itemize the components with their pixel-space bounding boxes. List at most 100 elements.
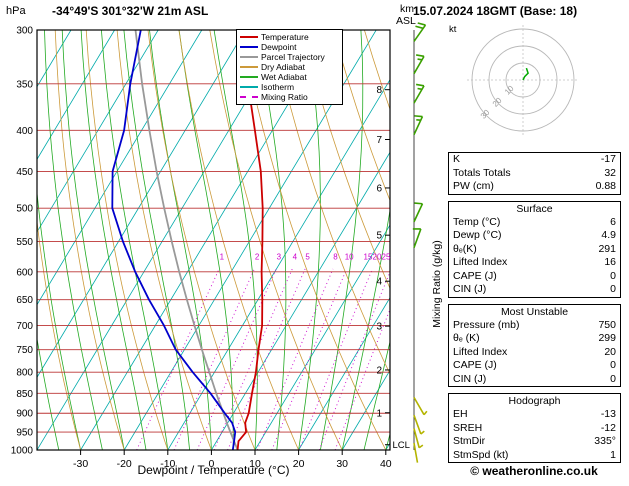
barb-half	[418, 444, 424, 449]
wind-barbs	[412, 22, 428, 463]
barb-staff	[413, 414, 422, 435]
temp-tick-label: 30	[336, 458, 348, 470]
parcel-trajectory-curve	[134, 30, 239, 450]
stats-row: Temp (°C) 6	[449, 216, 620, 230]
pressure-tick-label: 300	[16, 26, 33, 37]
legend-swatch	[240, 86, 258, 88]
stats-value: 750	[598, 318, 616, 331]
barb-staff	[413, 116, 424, 136]
wet-adiabat-line	[80, 30, 147, 450]
sounding-curves	[111, 30, 264, 450]
stats-value: 0	[610, 269, 616, 282]
pressure-tick-label: 400	[16, 126, 33, 137]
isotherm-line	[298, 296, 390, 450]
stats-value: -12	[600, 421, 616, 434]
mixing-ratio-value-label: 4	[293, 253, 298, 262]
stats-label: Lifted Index	[453, 345, 508, 358]
stats-row: StmDir 335°	[449, 435, 620, 449]
mixing-ratio-value-label: 10	[345, 253, 354, 262]
wind-barb	[413, 396, 428, 416]
stats-row: θₑ (K) 299	[449, 332, 620, 346]
wind-barb	[413, 83, 425, 104]
barb-full	[415, 83, 425, 87]
temp-tick-label: 20	[293, 458, 305, 470]
wind-barb	[413, 414, 425, 435]
stats-value: 16	[604, 256, 616, 268]
plot-background	[37, 30, 390, 450]
barb-staff	[413, 428, 420, 448]
temp-tick-label: 40	[380, 458, 392, 470]
stats-label: Totals Totals	[453, 166, 511, 179]
stats-value: -17	[600, 153, 616, 165]
legend-label: Wet Adiabat	[261, 72, 307, 82]
hodograph-ring	[488, 45, 558, 115]
stats-row: StmSpd (kt) 1	[449, 449, 620, 463]
barb-half	[423, 410, 428, 416]
pressure-tick-label: 600	[16, 267, 33, 278]
wet-adiabat-line	[363, 340, 390, 450]
pressure-tick-label: 900	[16, 409, 33, 420]
copyright: © weatheronline.co.uk	[470, 464, 598, 478]
asl-axis-unit: ASL	[396, 15, 416, 27]
stats-label: CAPE (J)	[453, 269, 497, 282]
stats-section: K -17 Totals Totals 32 PW (cm) 0.88	[448, 152, 621, 195]
stats-label: CIN (J)	[453, 283, 487, 295]
pressure-tick-label: 1000	[11, 446, 34, 457]
temp-tick-label: -20	[117, 458, 132, 470]
legend-label: Isotherm	[261, 82, 295, 92]
stats-value: 4.9	[601, 229, 616, 241]
mixing-ratio-value-label: 5	[305, 253, 310, 262]
wet-adiabat-line	[61, 30, 125, 450]
stats-row: CIN (J) 0	[449, 283, 620, 297]
hodograph-ring	[505, 62, 541, 98]
lcl-label: LCL	[393, 440, 410, 451]
legend-label: Temperature	[261, 32, 309, 42]
dry-adiabat-line	[302, 30, 390, 290]
isotherm-line	[254, 224, 390, 450]
stats-panel: K -17 Totals Totals 32 PW (cm) 0.88 Surface Tem…	[448, 152, 621, 469]
stats-label: SREH	[453, 421, 483, 434]
wind-barb	[413, 428, 424, 449]
hodograph-unit-label: kt	[449, 24, 457, 35]
stats-label: θₑ (K)	[453, 332, 480, 344]
pressure-tick-label: 350	[16, 79, 33, 90]
stats-label: K	[453, 153, 461, 165]
dry-adiabat-line	[333, 30, 390, 202]
stats-label: Lifted Index	[453, 256, 508, 268]
legend-label: Mixing Ratio	[261, 92, 308, 102]
wet-adiabat-line	[44, 30, 103, 450]
mixing-ratio-value-label: 1	[220, 253, 225, 262]
stats-row: Dewp (°C) 4.9	[449, 229, 620, 243]
dry-adiabat-line	[85, 30, 169, 450]
stats-label: CIN (J)	[453, 372, 487, 385]
isotherm-line	[341, 369, 390, 450]
pressure-tick-label: 750	[16, 345, 33, 356]
mixing-ratio-line	[213, 268, 293, 450]
temp-tick-label: -10	[160, 458, 175, 470]
wind-barb	[413, 22, 427, 42]
hodograph-ring	[471, 28, 575, 132]
temperature-axis: -30 -20 -10 0 10 20 30 40	[73, 450, 392, 470]
hodograph-trace	[522, 67, 529, 81]
mixing-ratio-axis-title: Mixing Ratio (g/kg)	[431, 240, 443, 328]
barb-staff	[413, 396, 425, 416]
stats-value: 32	[604, 166, 616, 179]
barb-staff	[413, 85, 425, 104]
stats-row: CAPE (J) 0	[449, 359, 620, 373]
stats-row: K -17	[449, 153, 620, 167]
mixing-ratio-value-label: 15	[364, 253, 373, 262]
legend-item: Temperature	[240, 32, 339, 42]
pressure-tick-label: 700	[16, 321, 33, 332]
legend-swatch	[240, 96, 258, 98]
stats-label: EH	[453, 408, 468, 420]
stats-row: θₑ(K) 291	[449, 243, 620, 257]
stats-label: θₑ(K)	[453, 242, 477, 255]
km-tick-label: 1	[376, 408, 382, 419]
stats-row: CAPE (J) 0	[449, 270, 620, 284]
isotherm-line	[37, 30, 246, 379]
legend-item: Parcel Trajectory	[240, 52, 339, 62]
datetime-label: 15.07.2024 18GMT (Base: 18)	[413, 4, 578, 18]
legend-label: Parcel Trajectory	[261, 52, 325, 62]
